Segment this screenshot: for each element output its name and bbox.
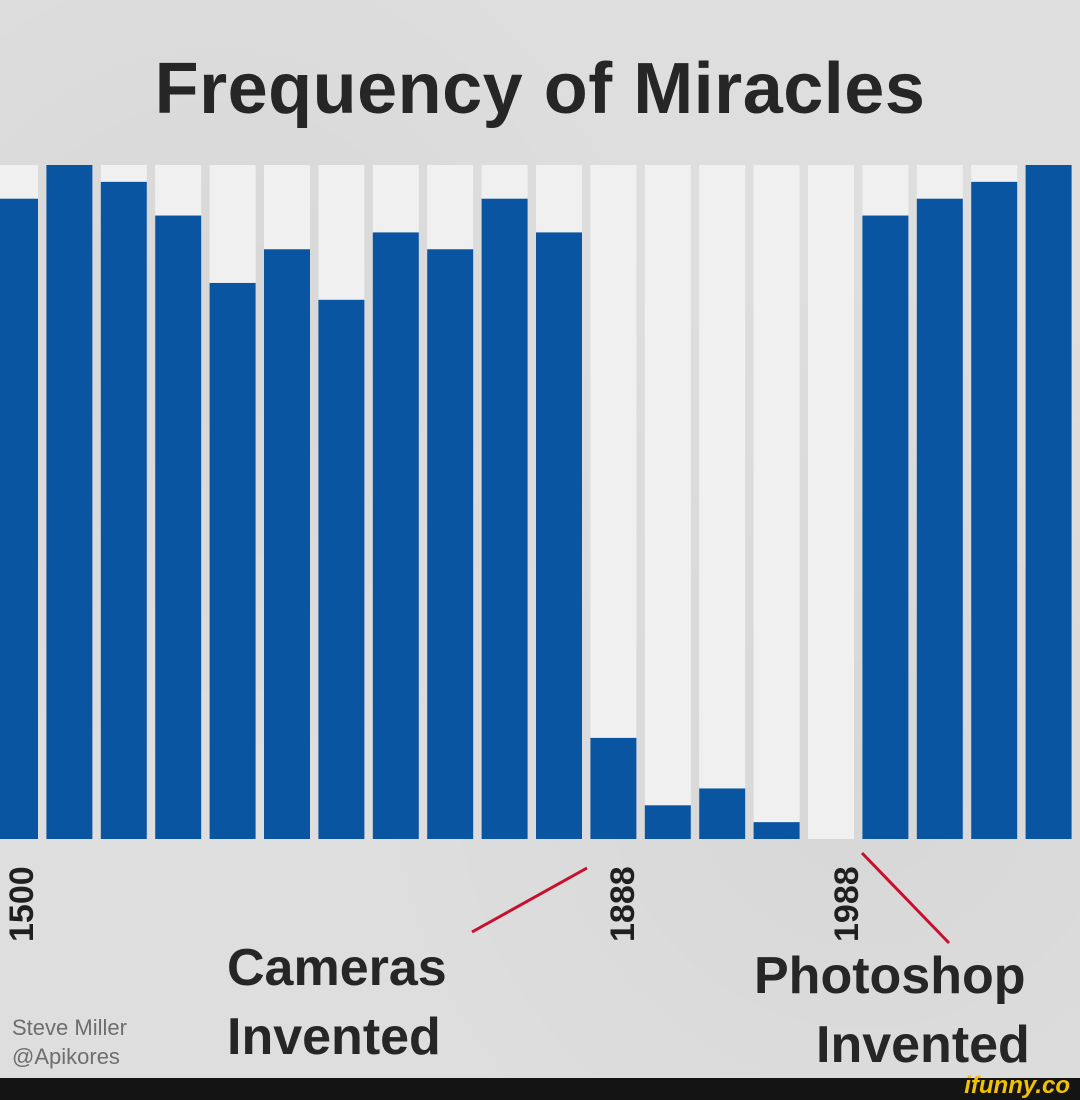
ifunny-watermark: ifunny.co	[964, 1072, 1070, 1099]
bar-1908	[644, 805, 691, 839]
author-handle: @Apikores	[12, 1044, 120, 1069]
bar-1620	[318, 299, 365, 839]
bottom-bar	[0, 1078, 1080, 1100]
bar-1520	[46, 165, 93, 839]
bar-2008	[916, 198, 963, 839]
bar-2048	[1025, 165, 1072, 839]
tick-label-1500: 1500	[3, 866, 41, 942]
bar-1680	[481, 198, 528, 839]
photoshop-annotation-line2: Invented	[816, 1016, 1030, 1074]
cameras-annotation-line2: Invented	[227, 1008, 441, 1066]
bar-track	[590, 165, 637, 839]
bar-1500	[0, 198, 38, 839]
photoshop-pointer-line	[860, 851, 951, 945]
bar-track	[753, 165, 800, 839]
bar-1888	[590, 737, 637, 839]
author-name: Steve Miller	[12, 1015, 127, 1040]
bar-1928	[699, 788, 746, 839]
tick-label-1988: 1988	[828, 866, 866, 942]
bar-track	[644, 165, 691, 839]
bar-1948	[753, 822, 800, 839]
bar-1580	[209, 282, 256, 839]
bar-2028	[971, 181, 1018, 840]
chart-title: Frequency of Miracles	[154, 49, 926, 129]
bar-1640	[372, 232, 419, 839]
bar-1560	[155, 215, 202, 840]
bar-series	[0, 165, 1072, 840]
bar-track	[699, 165, 746, 839]
photoshop-annotation-line1: Photoshop	[754, 947, 1026, 1005]
bar-1600	[264, 249, 310, 839]
author-credit: Steve Miller @Apikores	[12, 1013, 127, 1071]
cameras-annotation-line1: Cameras	[227, 939, 447, 997]
cameras-pointer-line	[471, 866, 588, 934]
bar-1540	[100, 181, 147, 840]
bar-track	[808, 165, 854, 839]
bar-1700	[536, 232, 582, 839]
tick-label-1888: 1888	[604, 866, 642, 942]
bar-1660	[427, 249, 474, 839]
bar-1988	[862, 215, 909, 840]
